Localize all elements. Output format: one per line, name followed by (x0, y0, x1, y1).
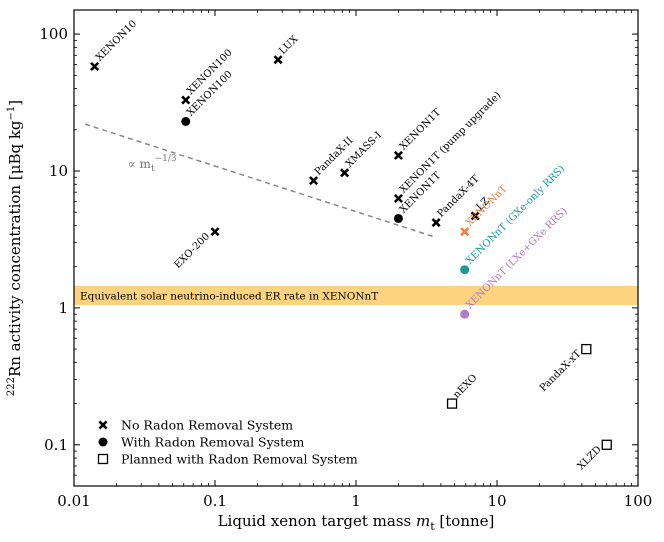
x-axis-label-sub: t (430, 520, 435, 533)
trend-line: ∝ mt−1/3 (84, 123, 435, 238)
y-tick-label-0-1: 0.1 (44, 436, 68, 454)
point-no-radon-removal-system-xenon1t-marker (393, 150, 403, 160)
trend-line-label: ∝ mt−1/3 (128, 154, 177, 174)
point-no-radon-removal-system-pandax-ii-marker (309, 176, 319, 186)
point-no-radon-removal-system-xenon100-marker (181, 95, 191, 105)
legend-marker-no-radon-removal-system-stroke-b (98, 420, 108, 430)
legend: No Radon Removal System With Radon Remova… (97, 418, 358, 467)
plot-background (74, 10, 638, 486)
trend-label-main: ∝ m (128, 157, 152, 171)
x-tick-label-10: 10 (487, 492, 506, 510)
point-no-radon-removal-system-xenon1t-pump-upgrade-marker (393, 193, 403, 203)
plot-area (74, 10, 638, 486)
minor-ticks (74, 10, 638, 486)
axes: 0.01 0.1 1 10 100 0.1 1 10 100 Liquid xenon targe… (6, 9, 653, 533)
trend-line-path (84, 123, 435, 238)
legend-label-planned-with-radon-removal-system: Planned with Radon Removal System (121, 452, 358, 467)
point-no-radon-removal-system-xenon1t-marker-stroke-b (393, 150, 403, 160)
point-no-radon-removal-system-pandax-4t-marker (431, 218, 441, 228)
x-axis-label-var: m (416, 512, 430, 530)
point-no-radon-removal-system-xenon10-marker-stroke-b (90, 61, 100, 72)
legend-entry-with-radon-removal-system: With Radon Removal System (98, 435, 305, 450)
point-no-radon-removal-system-xmass-i-marker (340, 168, 350, 178)
point-with-radon-removal-system-xenonnt-lxe-gxe-rrs-marker (460, 309, 470, 319)
legend-entry-no-radon-removal-system: No Radon Removal System (98, 418, 293, 433)
legend-entry-planned-with-radon-removal-system: Planned with Radon Removal System (97, 452, 358, 467)
x-axis-label-unit: [tonne] (435, 512, 495, 530)
point-planned-with-radon-removal-system-pandax-xt-marker (581, 343, 592, 355)
y-tick-label-1: 1 (58, 299, 68, 317)
x-tick-label-1: 1 (351, 492, 361, 510)
point-no-radon-removal-system-lz-marker (470, 211, 480, 221)
solar-neutrino-band: Equivalent solar neutrino-induced ER rat… (74, 285, 638, 305)
trend-label-sup: −1/3 (155, 154, 177, 164)
point-no-radon-removal-system-exo-200-marker-stroke-b (210, 227, 220, 237)
legend-marker-with-radon-removal-system (98, 437, 108, 447)
point-no-radon-removal-system-xenonnt-marker-stroke-b (460, 227, 470, 237)
point-with-radon-removal-system-xenon1t-marker (393, 213, 403, 223)
x-tick-label-0-01: 0.01 (57, 492, 90, 510)
x-tick-label-100: 100 (624, 492, 653, 510)
band-label: Equivalent solar neutrino-induced ER rat… (80, 290, 378, 302)
point-planned-with-radon-removal-system-nexo-marker (446, 398, 458, 409)
point-no-radon-removal-system-lux-marker-stroke-b (273, 55, 283, 65)
point-no-radon-removal-system-xenon100-marker-stroke-b (181, 95, 191, 105)
y-tick-label-10: 10 (49, 162, 68, 180)
point-no-radon-removal-system-lux-marker (273, 55, 283, 65)
y-axis-label-main: Rn activity concentration [μBq kg (6, 120, 24, 377)
point-no-radon-removal-system-lz-marker-stroke-b (470, 211, 480, 221)
y-tick-label-100: 100 (39, 25, 68, 43)
y-axis-label-close: ] (6, 100, 24, 106)
point-no-radon-removal-system-pandax-4t-marker-stroke-b (431, 218, 441, 228)
band-rect (74, 285, 638, 305)
point-planned-with-radon-removal-system-xlzd-marker (601, 439, 612, 450)
y-axis-label-iso: 222 (6, 377, 17, 396)
y-axis-label-sup: −1 (6, 106, 17, 121)
legend-label-no-radon-removal-system: No Radon Removal System (121, 418, 293, 433)
x-tick-label-0-1: 0.1 (203, 492, 227, 510)
y-axis-label: 222Rn activity concentration [μBq kg−1] (6, 100, 24, 396)
point-with-radon-removal-system-xenonnt-gxe-only-rrs-marker (460, 265, 470, 275)
point-no-radon-removal-system-pandax-ii-marker-stroke-b (309, 176, 319, 186)
legend-marker-planned-with-radon-removal-system (97, 453, 109, 465)
point-no-radon-removal-system-xenon1t-pump-upgrade-marker-stroke-b (393, 193, 403, 203)
point-no-radon-removal-system-xmass-i-marker-stroke-b (340, 168, 350, 178)
x-axis-label-main: Liquid xenon target mass (218, 512, 416, 530)
point-no-radon-removal-system-exo-200-marker (210, 227, 220, 237)
legend-marker-no-radon-removal-system (98, 420, 108, 430)
point-with-radon-removal-system-xenon100-marker (181, 116, 191, 126)
x-axis-label: Liquid xenon target mass mt [tonne] (218, 512, 495, 533)
point-no-radon-removal-system-xenonnt-marker (460, 227, 470, 237)
legend-label-with-radon-removal-system: With Radon Removal System (121, 435, 305, 450)
trend-label-sub: t (151, 164, 155, 174)
point-no-radon-removal-system-xenon10-marker (90, 61, 100, 72)
